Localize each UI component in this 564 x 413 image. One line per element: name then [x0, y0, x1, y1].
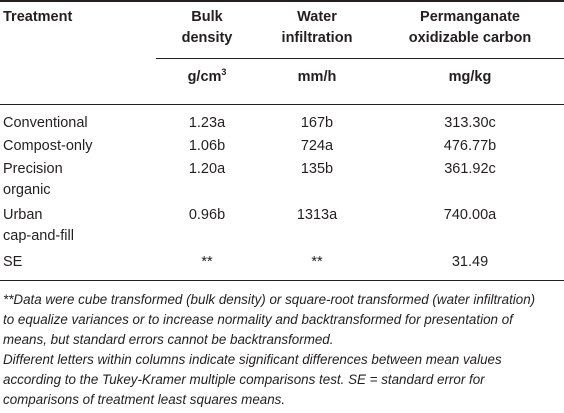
row-precision-organic-treatment-line2: organic [3, 182, 51, 198]
row-precision-organic-pox: 361.92c [444, 161, 496, 177]
row-conventional-bulk-density: 1.23a [188, 115, 226, 131]
header-sub-rule-water-infiltration [258, 58, 376, 59]
row-urban-cap-and-fill-pox: 740.00a [443, 207, 497, 223]
footnote-line-5: according to the Tukey-Kramer multiple c… [3, 372, 485, 387]
row-urban-cap-and-fill-water-infiltration: 1313a [296, 207, 338, 223]
row-conventional-pox: 313.30c [444, 115, 496, 131]
row-conventional-treatment: Conventional [3, 115, 88, 131]
header-water-infiltration-line2: infiltration [281, 30, 353, 46]
row-conventional-water-infiltration: 167b [300, 115, 334, 131]
row-compost-only-treatment: Compost-only [3, 138, 93, 154]
footnote-line-3: means, but standard errors cannot be bac… [3, 332, 334, 347]
unit-bulk-density: g/cm3 [187, 67, 227, 86]
footnote-line-4: Different letters within columns indicat… [3, 352, 502, 367]
row-compost-only-bulk-density: 1.06b [188, 138, 226, 154]
footnote-line-6: comparisons of treatment least squares m… [3, 392, 286, 407]
header-bottom-rule [0, 104, 564, 105]
row-urban-cap-and-fill-treatment-line2: cap-and-fill [3, 228, 74, 244]
row-compost-only-water-infiltration: 724a [300, 138, 334, 154]
unit-pox: mg/kg [448, 69, 492, 85]
row-compost-only-pox: 476.77b [443, 138, 497, 154]
table-bottom-rule [0, 280, 564, 281]
row-se-pox: 31.49 [451, 254, 489, 270]
header-pox-line1: Permanganate [420, 9, 520, 25]
header-bulk-density-line2: density [181, 30, 233, 46]
row-urban-cap-and-fill-treatment-line1: Urban [3, 207, 43, 223]
row-precision-organic-treatment-line1: Precision [3, 161, 63, 177]
header-treatment: Treatment [3, 9, 73, 25]
row-se-label: SE [3, 254, 23, 270]
footnote-line-1: **Data were cube transformed (bulk densi… [3, 292, 536, 307]
row-se-bulk-density: ** [201, 254, 213, 270]
header-pox-line2: oxidizable carbon [408, 30, 532, 46]
header-sub-rule-bulk-density [156, 58, 258, 59]
row-precision-organic-water-infiltration: 135b [300, 161, 334, 177]
row-urban-cap-and-fill-bulk-density: 0.96b [188, 207, 226, 223]
header-bulk-density-line1: Bulk [191, 9, 223, 25]
header-sub-rule-pox [376, 58, 564, 59]
table-top-rule [0, 0, 564, 2]
row-se-water-infiltration: ** [311, 254, 323, 270]
row-precision-organic-bulk-density: 1.20a [188, 161, 226, 177]
unit-water-infiltration: mm/h [297, 69, 337, 85]
footnote-line-2: to equalize variances or to increase nor… [3, 312, 513, 327]
header-water-infiltration-line1: Water [297, 9, 337, 25]
